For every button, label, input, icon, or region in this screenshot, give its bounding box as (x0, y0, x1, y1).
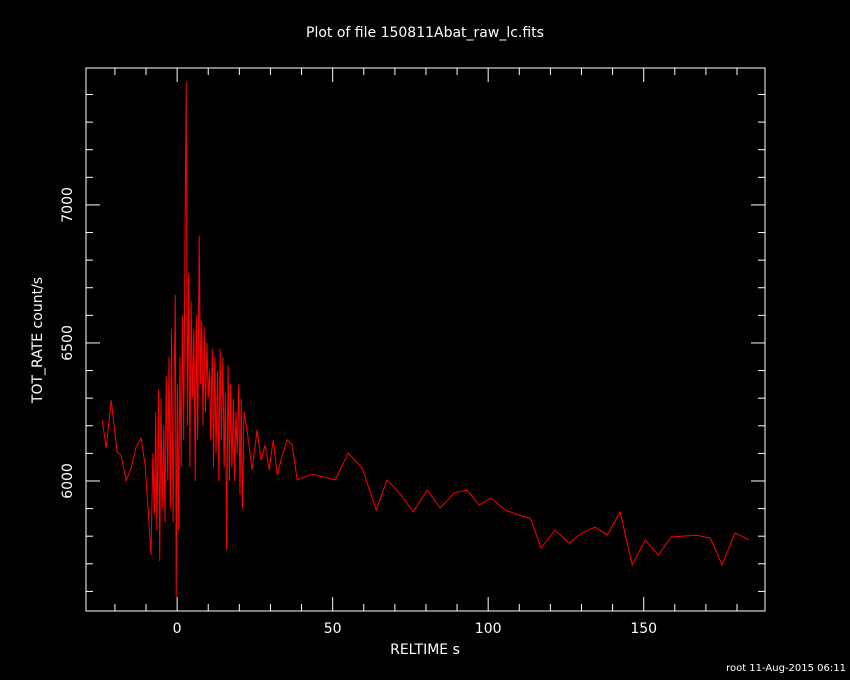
y-axis-label: TOT_RATE count/s (30, 277, 46, 404)
chart-title: Plot of file 150811Abat_raw_lc.fits (306, 25, 544, 41)
y-tick-label: 6000 (60, 463, 76, 499)
data-line (101, 81, 750, 597)
x-tick-label: 50 (324, 621, 342, 637)
y-tick-label: 6500 (60, 325, 76, 361)
x-tick-label: 100 (475, 621, 502, 637)
footer: root 11-Aug-2015 06:11 (726, 663, 846, 674)
x-tick-label: 0 (173, 621, 182, 637)
x-axis-label: RELTIME s (390, 642, 460, 658)
y-tick-label: 7000 (60, 187, 76, 223)
x-tick-label: 150 (630, 621, 657, 637)
